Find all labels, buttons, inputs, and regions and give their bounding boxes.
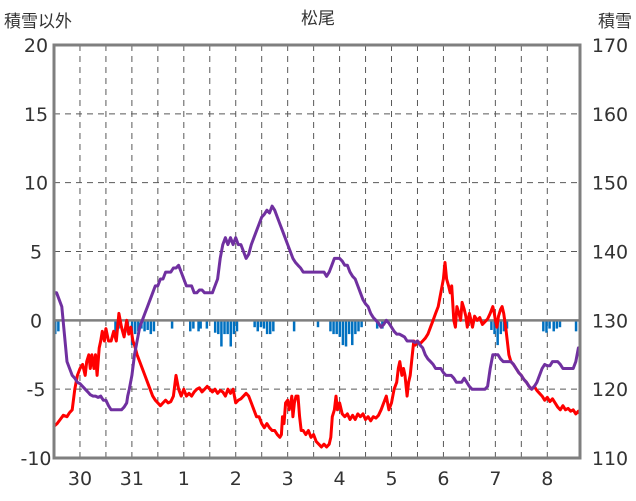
- precip-bar: [502, 320, 506, 332]
- precip-bar: [57, 320, 60, 332]
- precip-bar: [137, 320, 140, 332]
- precip-bar: [347, 320, 351, 335]
- y-right-tick: 120: [592, 379, 628, 401]
- y-left-label: 積雪以外: [4, 12, 72, 32]
- x-tick: 2: [230, 468, 242, 490]
- y-left-tick: 5: [30, 242, 42, 264]
- precip-bar: [146, 320, 149, 330]
- y-right-tick-labels: 170 160 150 140 130 120 110: [592, 35, 628, 470]
- y-right-tick: 160: [592, 104, 628, 126]
- precip-bar: [259, 320, 263, 328]
- precip-bar: [329, 320, 332, 332]
- precip-bar: [357, 320, 360, 332]
- precip-bar: [205, 320, 209, 329]
- y-right-tick: 150: [592, 173, 628, 195]
- y-right-tick: 130: [592, 310, 628, 332]
- precip-bar: [292, 320, 296, 332]
- x-tick-labels: 30 31 1 2 3 4 5 6 7 8: [68, 468, 553, 490]
- y-right-label: 積雪: [598, 12, 632, 32]
- chart-title: 松尾: [301, 9, 335, 29]
- precip-bar: [542, 320, 545, 332]
- precip-bar: [152, 320, 156, 332]
- precip-bar: [223, 320, 226, 335]
- precip-bar: [133, 320, 137, 335]
- x-tick: 5: [385, 468, 397, 490]
- y-left-tick: 20: [24, 35, 48, 57]
- precip-bar: [338, 320, 342, 337]
- precip-bar: [170, 320, 174, 329]
- precip-bar: [344, 320, 348, 347]
- precip-bar: [574, 320, 578, 332]
- plot-frame: [52, 43, 582, 460]
- x-tick: 31: [120, 468, 144, 490]
- precip-bar: [354, 320, 357, 335]
- precip-bar: [197, 320, 200, 332]
- precip-bar: [499, 320, 503, 335]
- precip-bar: [332, 320, 335, 335]
- y-left-tick: -5: [27, 379, 46, 401]
- precip-bar: [360, 320, 363, 328]
- precip-bar: [262, 320, 266, 329]
- precip-bar: [558, 320, 562, 328]
- precip-bar: [493, 320, 496, 335]
- y-left-tick-labels: 20 15 10 5 0 -5 -10: [20, 35, 51, 470]
- x-tick: 6: [437, 468, 449, 490]
- precip-bar: [268, 320, 272, 335]
- precip-bar: [226, 320, 229, 335]
- precip-bar: [189, 320, 192, 332]
- x-tick: 3: [282, 468, 294, 490]
- precip-bar: [143, 320, 146, 332]
- precip-bar: [545, 320, 548, 333]
- y-left-tick: -10: [20, 448, 51, 470]
- precip-bar: [232, 320, 236, 335]
- y-left-tick: 15: [24, 104, 48, 126]
- precip-bar: [272, 320, 275, 332]
- precip-bar: [253, 320, 256, 328]
- x-tick: 7: [489, 468, 501, 490]
- precip-bar: [548, 320, 551, 329]
- y-right-tick: 170: [592, 35, 628, 57]
- precip-bar: [229, 320, 233, 347]
- precip-bar: [316, 320, 320, 328]
- precip-bar: [235, 320, 239, 332]
- series-line-red: [52, 261, 582, 449]
- series-lines: [52, 204, 582, 449]
- precip-bar: [351, 320, 354, 346]
- precip-bar: [552, 320, 555, 332]
- x-tick: 4: [334, 468, 346, 490]
- series-line-purple: [52, 204, 582, 412]
- precip-bar: [220, 320, 223, 347]
- precip-bar: [375, 320, 379, 329]
- precip-bar: [256, 320, 260, 332]
- precip-bar: [199, 320, 202, 329]
- y-left-tick: 0: [30, 310, 42, 332]
- x-tick: 8: [541, 468, 553, 490]
- precip-bar: [341, 320, 345, 346]
- precip-bar: [217, 320, 220, 335]
- precip-bar: [192, 320, 195, 329]
- y-left-tick: 10: [24, 173, 48, 195]
- x-tick: 1: [178, 468, 190, 490]
- precip-bar: [265, 320, 269, 335]
- precip-bar: [114, 320, 117, 333]
- grid-lines: [54, 45, 580, 458]
- precip-bar: [555, 320, 559, 329]
- y-right-tick: 140: [592, 242, 628, 264]
- precip-bar: [505, 320, 509, 329]
- y-right-tick: 110: [592, 448, 628, 470]
- precip-bar: [149, 320, 153, 335]
- x-tick: 30: [68, 468, 92, 490]
- precip-bar: [213, 320, 217, 333]
- precip-bar: [490, 320, 493, 330]
- precip-bar: [335, 320, 338, 335]
- precip-bar: [496, 320, 499, 346]
